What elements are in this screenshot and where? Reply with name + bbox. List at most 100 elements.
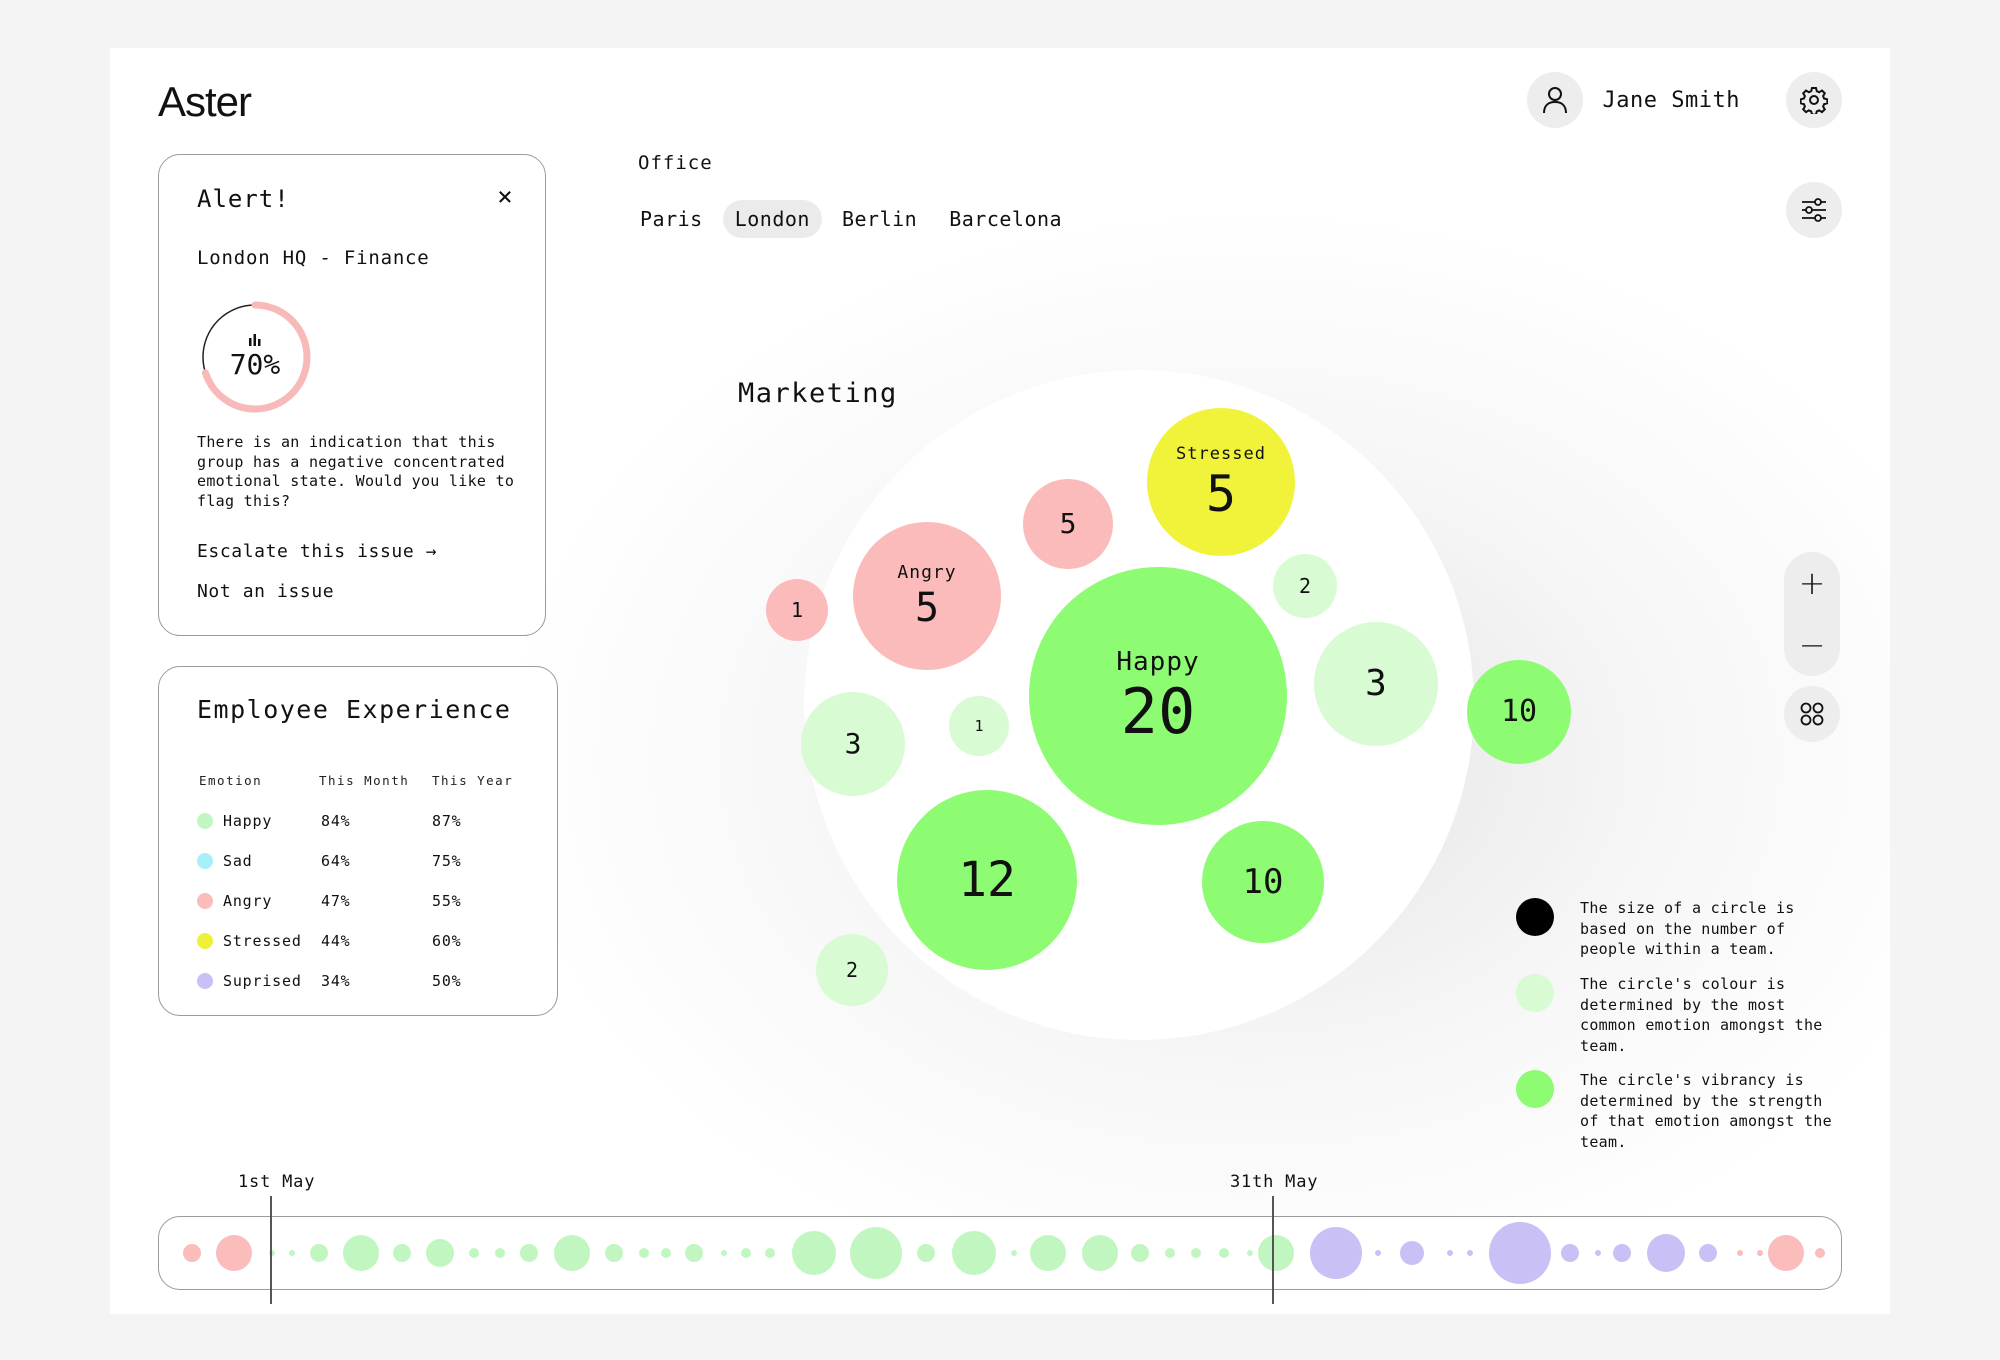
timeline-day-dot[interactable] (1467, 1250, 1473, 1256)
timeline-end-handle[interactable] (1272, 1196, 1274, 1304)
timeline-day-dot[interactable] (1191, 1248, 1201, 1258)
timeline-day-dot[interactable] (1400, 1241, 1424, 1265)
timeline-day-dot[interactable] (554, 1235, 590, 1271)
emotion-bubble[interactable]: Angry 5 (853, 522, 1001, 670)
timeline-day-dot[interactable] (1757, 1250, 1763, 1256)
tab-berlin[interactable]: Berlin (841, 207, 918, 231)
emotion-bubble[interactable]: 2 (1273, 554, 1337, 618)
timeline-day-dot[interactable] (1768, 1235, 1804, 1271)
timeline-day-dot[interactable] (469, 1248, 479, 1258)
zoom-out-button[interactable]: − (1798, 626, 1826, 664)
timeline-day-dot[interactable] (639, 1248, 649, 1258)
timeline-day-dot[interactable] (1613, 1244, 1631, 1262)
timeline-day-dot[interactable] (426, 1239, 454, 1267)
timeline-day-dot[interactable] (605, 1244, 623, 1262)
timeline-day-dot[interactable] (685, 1244, 703, 1262)
alert-subtitle: London HQ - Finance (197, 247, 430, 269)
experience-row: Angry 47% 55% (197, 889, 461, 913)
zoom-controls: + − (1784, 552, 1840, 676)
timeline-day-dot[interactable] (289, 1250, 295, 1256)
legend-text: The circle's colour is determined by the… (1580, 975, 1823, 1055)
tab-barcelona[interactable]: Barcelona (949, 207, 1063, 231)
timeline-day-dot[interactable] (1561, 1244, 1579, 1262)
emotion-bubble[interactable]: 3 (1314, 622, 1438, 746)
timeline-day-dot[interactable] (661, 1248, 671, 1258)
emotion-bubble[interactable]: 1 (766, 579, 828, 641)
timeline-day-dot[interactable] (952, 1231, 996, 1275)
timeline-day-dot[interactable] (741, 1248, 751, 1258)
office-tabs: Paris London Berlin Barcelona (628, 200, 1074, 238)
settings-button[interactable] (1786, 72, 1842, 128)
this-year-value: 55% (432, 892, 462, 910)
emotion-bubble[interactable]: 3 (801, 692, 905, 796)
timeline-day-dot[interactable] (393, 1244, 411, 1262)
alert-percent: 70% (197, 299, 313, 415)
tab-paris[interactable]: Paris (640, 207, 703, 231)
timeline-day-dot[interactable] (1165, 1248, 1175, 1258)
timeline-day-dot[interactable] (792, 1231, 836, 1275)
bubble-count: 5 (1205, 464, 1237, 523)
legend-swatch (1516, 898, 1554, 936)
timeline-day-dot[interactable] (183, 1244, 201, 1262)
timeline-day-dot[interactable] (520, 1244, 538, 1262)
bubble-count: 2 (1298, 574, 1312, 598)
avatar[interactable] (1526, 72, 1583, 128)
timeline-day-dot[interactable] (1737, 1250, 1743, 1256)
timeline-day-dot[interactable] (1310, 1227, 1362, 1279)
emotion-bubble[interactable]: 12 (897, 790, 1077, 970)
emotion-bubble[interactable]: 10 (1467, 660, 1571, 764)
timeline-day-dot[interactable] (269, 1250, 275, 1256)
emotion-bubble[interactable]: 5 (1023, 479, 1113, 569)
grid-view-button[interactable] (1784, 686, 1840, 742)
timeline-day-dot[interactable] (1447, 1250, 1453, 1256)
timeline-start-label: 1st May (238, 1172, 316, 1192)
emotion-bubble[interactable]: 10 (1202, 821, 1324, 943)
timeline-day-dot[interactable] (1030, 1235, 1066, 1271)
user-name[interactable]: Jane Smith (1602, 87, 1740, 113)
emotion-color-dot (197, 973, 213, 989)
timeline-day-dot[interactable] (721, 1250, 727, 1256)
timeline-day-dot[interactable] (1595, 1250, 1601, 1256)
bubble-count: 3 (844, 727, 862, 760)
user-menu[interactable]: Jane Smith (1526, 72, 1842, 128)
emotion-bubble[interactable]: 2 (816, 934, 888, 1006)
zoom-in-button[interactable]: + (1798, 564, 1826, 602)
timeline-day-dot[interactable] (343, 1235, 379, 1271)
emotion-bubble[interactable]: Happy 20 (1029, 567, 1287, 825)
escalate-link[interactable]: Escalate this issue → (197, 541, 438, 562)
grid-icon (1800, 702, 1824, 726)
emotion-bubble[interactable]: 1 (949, 696, 1009, 756)
employee-experience-card: Employee Experience Emotion This Month T… (158, 666, 558, 1016)
app-window: Aster Jane Smith Alert! × London HQ - Fi… (110, 48, 1890, 1314)
not-an-issue-link[interactable]: Not an issue (197, 581, 335, 602)
emotion-color-dot (197, 933, 213, 949)
bubble-count: 10 (1242, 862, 1284, 902)
bubble-count: 12 (958, 852, 1016, 908)
legend-text: The circle's vibrancy is determined by t… (1580, 1071, 1832, 1151)
filter-button[interactable] (1786, 182, 1842, 238)
timeline-day-dot[interactable] (1375, 1250, 1381, 1256)
timeline-day-dot[interactable] (1011, 1250, 1017, 1256)
timeline-day-dot[interactable] (1131, 1244, 1149, 1262)
timeline-day-dot[interactable] (310, 1244, 328, 1262)
timeline-day-dot[interactable] (1258, 1235, 1294, 1271)
timeline-day-dot[interactable] (765, 1248, 775, 1258)
timeline-day-dot[interactable] (917, 1244, 935, 1262)
emotion-bubble[interactable]: Stressed 5 (1147, 408, 1295, 556)
timeline-start-handle[interactable] (270, 1196, 272, 1304)
timeline-day-dot[interactable] (216, 1235, 252, 1271)
timeline-day-dot[interactable] (1247, 1250, 1253, 1256)
tab-london[interactable]: London (722, 200, 822, 238)
timeline-day-dot[interactable] (1489, 1222, 1551, 1284)
timeline-day-dot[interactable] (495, 1248, 505, 1258)
timeline-day-dot[interactable] (1082, 1235, 1118, 1271)
column-header: This Year (432, 773, 514, 788)
this-year-value: 60% (432, 932, 462, 950)
timeline-day-dot[interactable] (850, 1227, 902, 1279)
timeline-day-dot[interactable] (1647, 1234, 1685, 1272)
timeline-day-dot[interactable] (1699, 1244, 1717, 1262)
timeline-day-dot[interactable] (1219, 1248, 1229, 1258)
user-icon (1542, 87, 1567, 114)
timeline-day-dot[interactable] (1815, 1248, 1825, 1258)
close-icon[interactable]: × (497, 182, 513, 212)
